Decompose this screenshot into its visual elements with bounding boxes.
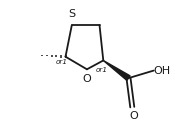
Text: or1: or1 [56, 59, 68, 65]
Text: O: O [82, 74, 91, 84]
Text: OH: OH [154, 66, 171, 76]
Text: or1: or1 [96, 67, 108, 73]
Text: O: O [129, 111, 138, 121]
Polygon shape [103, 60, 130, 80]
Text: S: S [68, 9, 75, 19]
